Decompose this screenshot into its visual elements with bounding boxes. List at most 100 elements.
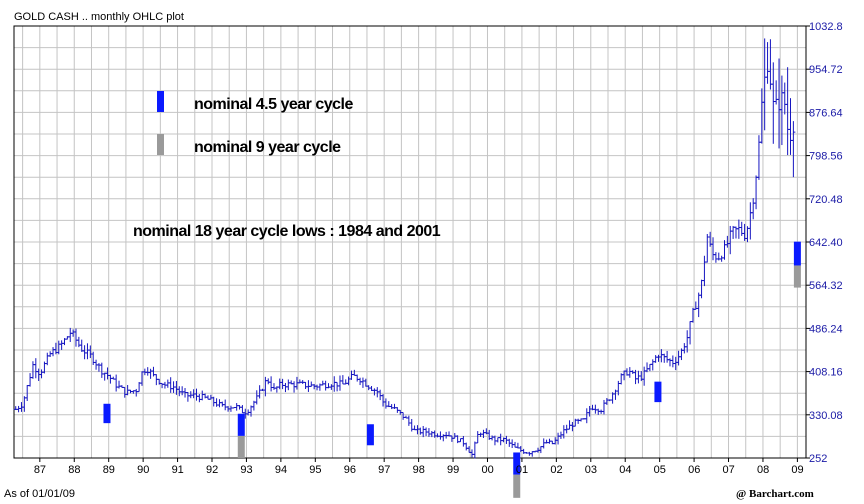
ohlc-bar (352, 369, 357, 376)
x-tick-label: 09 (791, 464, 803, 476)
ohlc-bar (601, 399, 606, 415)
y-tick-label: 330.08 (809, 410, 843, 422)
y-tick-label: 642.40 (809, 237, 843, 249)
ohlc-bar (791, 121, 796, 178)
ohlc-bar (464, 442, 469, 451)
as-of-date: As of 01/01/09 (4, 488, 75, 500)
ohlc-bar (286, 379, 291, 391)
ohlc-bar (782, 82, 787, 115)
barchart-credit: @ Barchart.com (736, 488, 814, 500)
y-tick-label: 954.72 (809, 64, 843, 76)
y-tick-label: 564.32 (809, 280, 843, 292)
x-axis-ticks: 87 88 89 90 91 92 93 94 95 96 97 98 99 00 01 02 03 04 05 06… (34, 458, 804, 476)
ohlc-bar (576, 418, 581, 424)
ohlc-bar (426, 428, 431, 437)
legend-9-swatch (157, 134, 164, 155)
ohlc-bar (82, 345, 87, 360)
ohlc-bar (788, 98, 793, 155)
ohlc-bar (722, 240, 727, 260)
y-tick-label: 1032.8 (809, 21, 843, 33)
ohlc-bar (736, 219, 741, 239)
ohlc-bar (584, 408, 589, 424)
ohlc-bar (667, 358, 672, 367)
cycle-4-5-marker (366, 424, 374, 446)
ohlc-bar (372, 388, 377, 396)
x-tick-label: 92 (206, 464, 218, 476)
ohlc-bar (16, 405, 21, 413)
ohlc-bar (771, 62, 776, 144)
ohlc-bar (475, 431, 480, 444)
ohlc-bar (217, 399, 222, 408)
x-tick-label: 88 (68, 464, 80, 476)
ohlc-bar (45, 352, 50, 366)
ohlc-bar (320, 380, 325, 386)
chart-title: GOLD CASH .. monthly OHLC plot (14, 11, 184, 23)
ohlc-bar (636, 370, 641, 384)
ohlc-bar (768, 39, 773, 90)
ohlc-bar (498, 433, 503, 446)
cycle-18-annotation: nominal 18 year cycle lows : 1984 and 20… (133, 223, 441, 240)
ohlc-bar (33, 358, 38, 379)
cycle-markers (103, 241, 801, 498)
y-tick-label: 798.56 (809, 151, 843, 163)
ohlc-bar (114, 374, 119, 392)
ohlc-bar (117, 380, 122, 389)
ohlc-bar (271, 383, 276, 390)
price-bars (13, 38, 796, 459)
ohlc-bar (180, 386, 185, 396)
cycle-4-5-marker (513, 452, 521, 475)
ohlc-bar (335, 381, 340, 392)
ohlc-bar (340, 375, 345, 385)
ohlc-bar (30, 361, 35, 379)
ohlc-bar (28, 373, 33, 387)
ohlc-bar (337, 375, 342, 391)
ohlc-bar (765, 42, 770, 84)
ohlc-bar (682, 343, 687, 354)
ohlc-bar (200, 390, 205, 401)
ohlc-bar (785, 67, 790, 156)
legend-4-5-label: nominal 4.5 year cycle (194, 96, 353, 113)
ohlc-bar (647, 363, 652, 372)
ohlc-bar (665, 350, 670, 363)
x-tick-label: 95 (309, 464, 321, 476)
legend-4-5-swatch (157, 91, 164, 112)
ohlc-bar (165, 379, 170, 388)
x-tick-label: 04 (619, 464, 631, 476)
ohlc-bar (96, 363, 101, 372)
x-tick-label: 02 (550, 464, 562, 476)
cycle-4-5-marker (237, 413, 245, 436)
y-tick-label: 720.48 (809, 194, 843, 206)
ohlc-bar (688, 321, 693, 345)
ohlc-bar (389, 404, 394, 410)
y-tick-label: 408.16 (809, 367, 843, 379)
y-tick-label: 486.24 (809, 323, 843, 335)
x-tick-label: 94 (275, 464, 287, 476)
ohlc-bar (685, 330, 690, 353)
ohlc-bar (541, 438, 546, 449)
ohlc-bar (627, 367, 632, 378)
ohlc-bar (567, 420, 572, 430)
ohlc-bar (713, 252, 718, 263)
ohlc-bar (702, 255, 707, 287)
ohlc-bar (309, 381, 314, 387)
ohlc-bar (699, 279, 704, 299)
x-tick-label: 00 (481, 464, 493, 476)
ohlc-bar (472, 441, 477, 459)
ohlc-bar (696, 292, 701, 318)
legend-9-label: nominal 9 year cycle (194, 139, 341, 156)
cycle-4-5-marker (654, 381, 662, 403)
y-tick-label: 876.64 (809, 107, 843, 119)
ohlc-bar (662, 353, 667, 363)
ohlc-bar (266, 378, 271, 385)
ohlc-bar (360, 377, 365, 388)
ohlc-bar (731, 225, 736, 239)
ohlc-bar (197, 394, 202, 403)
ohlc-bar (303, 381, 308, 390)
x-tick-label: 08 (757, 464, 769, 476)
ohlc-bar (751, 198, 756, 220)
ohlc-bar (59, 340, 64, 350)
ohlc-bar (461, 436, 466, 447)
y-tick-label: 252 (809, 453, 827, 465)
cycle-9-marker (237, 435, 245, 458)
